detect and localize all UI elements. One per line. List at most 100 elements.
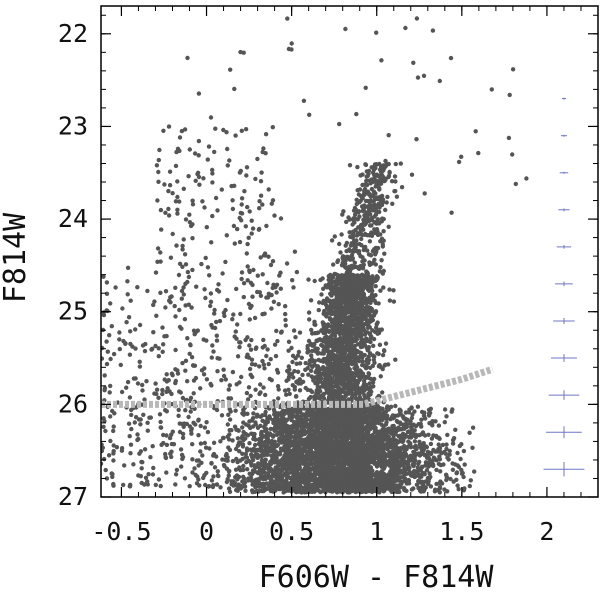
star-point [335, 396, 341, 401]
star-point [307, 358, 313, 363]
star-point [316, 330, 321, 335]
star-point [314, 388, 319, 393]
star-point [295, 379, 300, 384]
star-point [362, 222, 367, 227]
star-point [343, 329, 348, 334]
star-point [305, 387, 310, 392]
star-point [335, 273, 341, 278]
star-point [321, 330, 326, 336]
star-point [370, 193, 376, 199]
star-point [349, 334, 354, 340]
star-point [366, 219, 371, 224]
star-point [340, 345, 345, 351]
star-point [377, 269, 383, 274]
star-point [360, 312, 365, 318]
star-point [330, 287, 335, 293]
star-point [318, 389, 323, 394]
star-point [351, 327, 357, 332]
star-point [351, 315, 356, 320]
star-point [341, 255, 346, 260]
star-point [334, 363, 339, 368]
star-point [251, 411, 256, 416]
star-point [381, 229, 386, 234]
star-point [322, 335, 327, 341]
star-point [327, 298, 332, 303]
star-point [336, 324, 342, 329]
star-point [330, 320, 336, 325]
star-point [450, 467, 456, 472]
star-point [291, 375, 296, 380]
star-point [312, 319, 317, 324]
star-point [330, 417, 335, 423]
star-point [377, 209, 382, 215]
star-point [375, 196, 380, 202]
star-point [324, 306, 330, 311]
star-point [360, 255, 365, 260]
star-point [352, 220, 357, 225]
star-point [353, 273, 358, 279]
star-point [342, 394, 348, 399]
star-point [359, 232, 365, 238]
star-point [374, 322, 379, 327]
star-point [362, 363, 368, 368]
star-point [447, 452, 452, 457]
star-point [360, 385, 365, 390]
star-point [309, 389, 315, 395]
star-point [370, 261, 375, 266]
star-point [373, 184, 378, 189]
star-point [298, 381, 303, 386]
star-point [359, 236, 364, 242]
star-point [366, 205, 371, 210]
star-point [372, 204, 378, 210]
star-point [325, 311, 330, 316]
star-point [344, 343, 349, 348]
star-point [325, 374, 330, 379]
star-point [348, 305, 353, 310]
star-point [325, 380, 330, 385]
star-point [373, 293, 378, 298]
star-point [357, 394, 362, 400]
star-point [347, 257, 353, 262]
star-point [458, 456, 463, 462]
star-point [443, 451, 448, 456]
star-point [415, 404, 421, 409]
star-point [341, 374, 346, 379]
star-point [290, 359, 295, 365]
star-point [412, 409, 417, 414]
star-point [459, 467, 464, 473]
star-point [353, 311, 358, 316]
star-point [295, 369, 301, 374]
star-point [367, 239, 373, 244]
star-point [467, 430, 472, 435]
star-point [380, 197, 386, 202]
star-point [352, 260, 357, 265]
star-point [349, 361, 355, 367]
star-point [312, 278, 317, 284]
star-point [357, 350, 362, 355]
star-point [347, 322, 352, 327]
star-point [348, 326, 353, 332]
star-point [317, 300, 322, 305]
star-point [271, 407, 277, 412]
star-point [319, 338, 324, 343]
star-point [374, 278, 379, 283]
star-point [326, 351, 332, 356]
star-point [378, 265, 383, 270]
star-point [330, 331, 336, 336]
star-point [393, 179, 398, 184]
star-point [371, 343, 376, 348]
star-point [334, 299, 339, 304]
star-point [335, 258, 341, 263]
star-point [352, 353, 357, 358]
star-point [365, 173, 370, 179]
star-point [338, 381, 343, 386]
star-point [411, 486, 416, 491]
star-point [371, 199, 376, 204]
star-point [358, 341, 364, 347]
star-point [398, 426, 403, 432]
star-point [442, 407, 448, 412]
star-point [364, 178, 369, 183]
star-point [382, 251, 387, 256]
star-point [389, 179, 395, 184]
star-point [417, 474, 423, 480]
